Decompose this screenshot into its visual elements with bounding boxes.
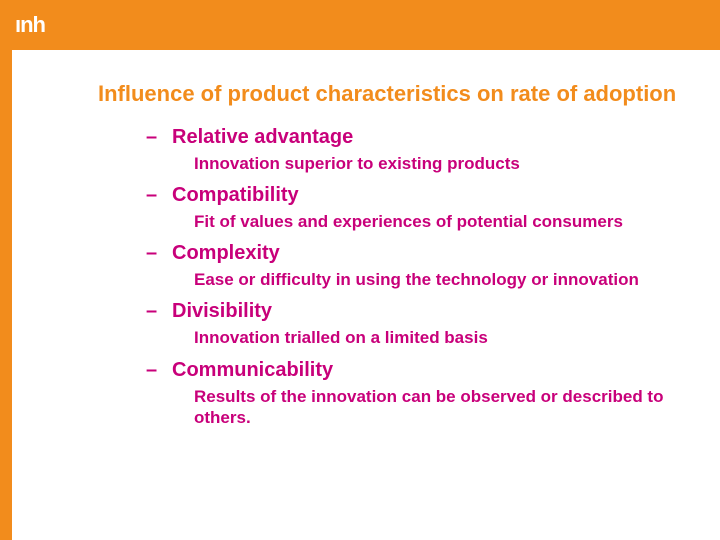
dash-icon: – [146,359,160,382]
heading-row: – Divisibility [146,300,690,323]
heading-row: – Relative advantage [146,126,690,149]
logo-text: ınh [15,12,45,38]
list-item: – Communicability Results of the innovat… [146,359,690,429]
bullet-list: – Relative advantage Innovation superior… [146,126,690,429]
list-item: – Relative advantage Innovation superior… [146,126,690,174]
dash-icon: – [146,184,160,207]
item-desc: Ease or difficulty in using the technolo… [194,269,690,290]
slide-content: Influence of product characteristics on … [12,50,720,540]
item-heading: Communicability [172,359,333,382]
heading-row: – Complexity [146,242,690,265]
dash-icon: – [146,126,160,149]
item-heading: Complexity [172,242,280,265]
dash-icon: – [146,242,160,265]
heading-row: – Communicability [146,359,690,382]
left-stripe [0,50,12,540]
header-bar [0,0,720,50]
item-heading: Divisibility [172,300,272,323]
item-heading: Compatibility [172,184,299,207]
list-item: – Divisibility Innovation trialled on a … [146,300,690,348]
slide-title: Influence of product characteristics on … [98,80,690,108]
heading-row: – Compatibility [146,184,690,207]
item-desc: Results of the innovation can be observe… [194,386,690,429]
list-item: – Complexity Ease or difficulty in using… [146,242,690,290]
dash-icon: – [146,300,160,323]
logo-box: ınh [0,0,60,50]
item-heading: Relative advantage [172,126,353,149]
item-desc: Fit of values and experiences of potenti… [194,211,690,232]
list-item: – Compatibility Fit of values and experi… [146,184,690,232]
item-desc: Innovation superior to existing products [194,153,690,174]
item-desc: Innovation trialled on a limited basis [194,327,690,348]
